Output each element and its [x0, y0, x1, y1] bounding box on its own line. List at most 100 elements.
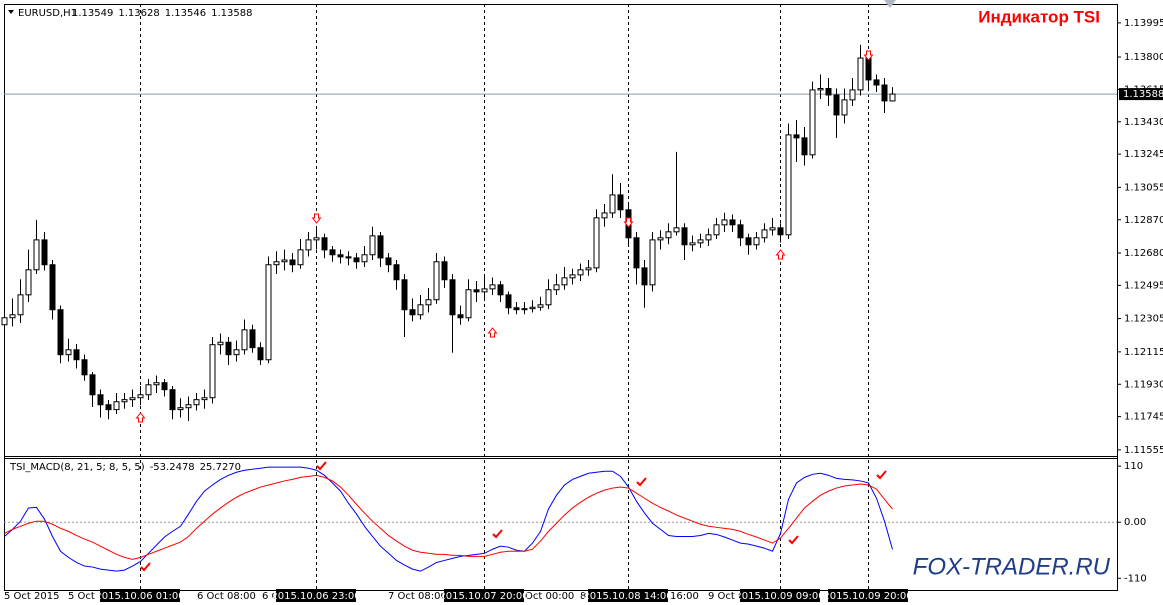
y-tick-label: 1.11555 [1124, 445, 1163, 456]
symbol: EURUSD,H1 [18, 8, 77, 19]
x-tick-label: 5 Oct 2015 [4, 591, 59, 602]
candle-body [217, 341, 224, 346]
candle-body [377, 235, 384, 259]
candle-body [497, 284, 504, 296]
candle-body [721, 219, 728, 226]
candle-body [889, 93, 896, 102]
candle-body [665, 231, 672, 239]
candle-body [313, 237, 320, 241]
candle-body [777, 227, 784, 236]
candle-body [225, 341, 232, 356]
signal-arrow [775, 249, 786, 260]
candle-body [337, 254, 344, 258]
candle-body [489, 284, 496, 290]
cursor-label: 2015.10.09 09:00 [735, 591, 824, 602]
cursor-label: 2015.10.06 01:00 [95, 591, 184, 602]
candle-body [177, 407, 184, 411]
candle-body [241, 329, 248, 351]
signal-arrow [487, 327, 498, 338]
candle-body [209, 344, 216, 399]
ohlc-value: 1.13546 [165, 8, 206, 19]
candle-body [425, 299, 432, 306]
indicator-line [4, 474, 893, 560]
price-tag [1119, 88, 1163, 101]
candle-body [57, 309, 64, 356]
candle-body [561, 277, 568, 286]
candle-body [801, 137, 808, 156]
candle-body [657, 237, 664, 241]
x-tick-label: 9 Oct 0 [708, 591, 744, 602]
indicator-line [4, 466, 893, 572]
y-tick-label: 1.13055 [1124, 182, 1163, 193]
candle-body [737, 224, 744, 239]
candle-body [577, 269, 584, 276]
y-tick-label: 1.13245 [1124, 149, 1163, 160]
candle-body [1, 317, 8, 326]
cursor-label: 2015.10.06 23:00 [271, 591, 360, 602]
candle-body [113, 401, 120, 411]
candle-body [537, 304, 544, 308]
candle-body [529, 306, 536, 310]
chart-title: Индикатор TSI [978, 7, 1100, 26]
cursor-label: 2015.10.07 20:00 [439, 591, 528, 602]
candle-body [617, 194, 624, 211]
candle-body [649, 239, 656, 286]
candle-body [137, 394, 144, 399]
candle-body [609, 194, 616, 214]
candle-body [793, 134, 800, 139]
candle-body [161, 382, 168, 391]
cursor-label-box [588, 589, 668, 602]
menu-triangle [8, 10, 14, 14]
candle-body [353, 257, 360, 263]
indicator-value: 25.7270 [200, 462, 241, 473]
candle-body [569, 274, 576, 279]
candle-body [753, 237, 760, 246]
candle-body [817, 88, 824, 91]
signal-arrow [623, 217, 634, 228]
candle-body [729, 219, 736, 226]
candle-body [553, 284, 560, 291]
ohlc-value: 1.13628 [118, 8, 159, 19]
candle-body [745, 237, 752, 246]
candle-body [761, 229, 768, 239]
indicator-name: TSI_MACD(8, 21, 5; 8, 5, 5) [9, 462, 145, 473]
candle-body [321, 237, 328, 251]
candle-body [129, 397, 136, 401]
cursor-label-box [740, 589, 820, 602]
x-tick-label: 16:00 [670, 591, 699, 602]
candle-body [841, 99, 848, 116]
ohlc-value: 1.13549 [72, 8, 113, 19]
candle-body [89, 374, 96, 396]
candle-body [689, 242, 696, 246]
candle-body [409, 309, 416, 316]
signal-check [788, 535, 799, 545]
candle-body [17, 294, 24, 316]
signal-arrow [135, 412, 146, 423]
candle-body [601, 212, 608, 219]
price-tag-label: 1.13588 [1123, 89, 1163, 100]
candle-body [345, 256, 352, 259]
y-tick-label: 1.12870 [1124, 215, 1163, 226]
cursor-label-box [828, 589, 908, 602]
candle-body [441, 261, 448, 281]
y-tick-label: 1.12115 [1124, 347, 1163, 358]
candle-body [185, 404, 192, 409]
candle-body [585, 267, 592, 271]
candle-body [257, 347, 264, 361]
candle-body [97, 394, 104, 406]
x-tick-label: 6 Oct 08:00 [197, 591, 256, 602]
y-tick-label: 1.13430 [1124, 117, 1163, 128]
y-tick-label: -110 [1124, 573, 1147, 584]
candle-body [865, 57, 872, 81]
candle-body [697, 239, 704, 244]
candle-body [233, 349, 240, 356]
candle-body [505, 294, 512, 309]
candle-body [73, 349, 80, 361]
candle-body [705, 234, 712, 241]
signal-check [636, 477, 647, 487]
x-tick-label: 6 O [262, 591, 280, 602]
candle-body [9, 314, 16, 319]
candle-body [881, 84, 888, 102]
y-tick-label: 1.12680 [1124, 248, 1163, 259]
candle-body [25, 269, 32, 296]
